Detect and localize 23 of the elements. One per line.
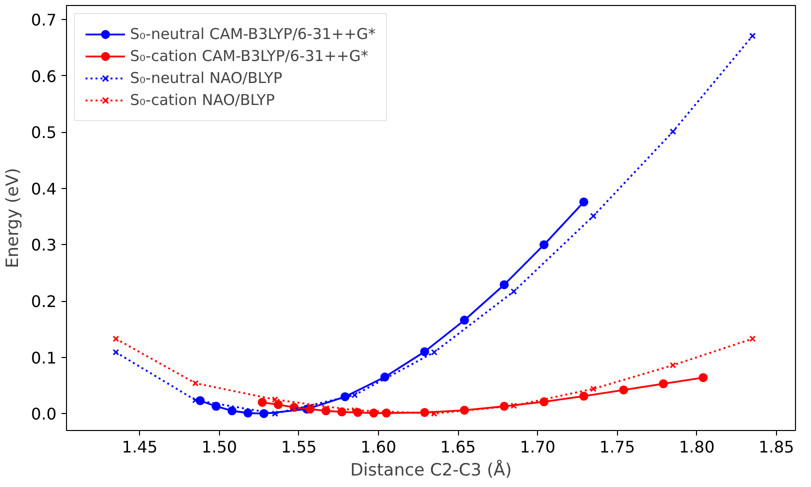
x-tick-label: 1.80: [679, 438, 715, 456]
y-tick-label: 0.3: [31, 236, 57, 255]
legend-label: S₀-neutral CAM-B3LYP/6-31++G*: [130, 25, 376, 43]
x-tick-label: 1.75: [599, 438, 636, 456]
x-tick-label: 1.60: [360, 438, 396, 456]
y-tick-label: 0.1: [31, 348, 57, 368]
y-tick-label: 0.5: [31, 123, 57, 142]
y-tick-label: 0.7: [31, 10, 57, 30]
y-tick-label: 0.2: [31, 292, 57, 312]
legend-label: S₀-neutral NAO/BLYP: [130, 69, 282, 87]
y-axis-title: Energy (eV): [3, 168, 24, 268]
x-tick-label: 1.70: [520, 438, 556, 456]
x-tick-label: 1.50: [201, 438, 238, 456]
y-tick-label: 0.4: [31, 179, 57, 198]
x-tick-label: 1.85: [758, 438, 794, 456]
x-tick-label: 1.65: [440, 438, 476, 456]
y-tick-label: 0.6: [31, 66, 57, 86]
x-tick-label: 1.45: [122, 438, 158, 456]
legend-label: S₀-cation CAM-B3LYP/6-31++G*: [130, 47, 368, 65]
x-tick-label: 1.55: [281, 438, 317, 456]
y-tick-label: 0.0: [31, 404, 57, 424]
x-axis-title: Distance C2-C3 (Å): [350, 460, 512, 480]
legend-label: S₀-cation NAO/BLYP: [130, 91, 275, 109]
